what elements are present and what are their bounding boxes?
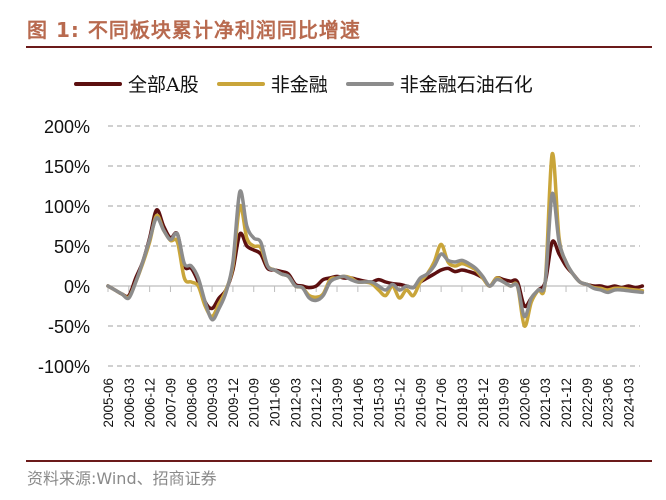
x-tick-label: 2015-03 [372, 378, 387, 428]
chart-legend: 全部A股 非金融 非金融石油石化 [74, 70, 551, 97]
x-tick-label: 2017-06 [434, 378, 449, 428]
x-tick-label: 2009-03 [205, 378, 220, 428]
y-tick-label: 50% [54, 237, 90, 257]
x-tick-label: 2020-06 [517, 378, 532, 428]
y-tick-label: 150% [44, 157, 90, 177]
x-tick-label: 2018-12 [476, 378, 491, 428]
x-tick-label: 2009-12 [226, 378, 241, 428]
x-tick-label: 2008-06 [184, 378, 199, 428]
legend-swatch-non-financial [216, 81, 265, 86]
x-tick-label: 2013-09 [330, 378, 345, 428]
source-note: 资料来源:Wind、招商证券 [27, 469, 217, 488]
x-tick-label: 2015-12 [392, 378, 407, 428]
y-tick-label: 200% [44, 117, 90, 137]
legend-label: 非金融 [270, 74, 328, 96]
x-tick-label: 2014-06 [351, 378, 366, 428]
x-tick-label: 2010-09 [247, 378, 262, 428]
y-tick-label: 100% [44, 197, 90, 217]
x-tick-label: 2023-06 [601, 378, 616, 428]
legend-swatch-all-a-shares [74, 81, 122, 86]
x-tick-label: 2022-09 [580, 378, 595, 428]
x-tick-label: 2024-03 [622, 378, 637, 428]
x-tick-label: 2011-06 [268, 378, 283, 427]
x-tick-label: 2021-12 [559, 378, 574, 428]
x-tick-label: 2016-09 [413, 378, 428, 428]
chart-title: 图 1: 不同板块累计净利润同比增速 [27, 18, 361, 42]
x-tick-label: 2006-12 [143, 378, 158, 428]
series-line-all-a-shares [106, 208, 645, 311]
x-axis: 2005-06 2006-03 2006-12 2007-09 2008-06 2009-… [101, 285, 640, 428]
series-line-non-financial [106, 152, 645, 328]
x-tick-label: 2021-03 [538, 378, 553, 428]
legend-label: 非金融石油石化 [399, 74, 533, 96]
y-tick-label: 0% [64, 277, 90, 297]
legend-label: 全部A股 [128, 74, 199, 96]
x-tick-label: 2019-09 [497, 378, 512, 428]
x-tick-label: 2012-12 [309, 378, 324, 428]
x-tick-label: 2018-03 [455, 378, 470, 428]
y-axis-labels: 200% 150% 100% 50% 0% -50% -100% [38, 117, 90, 377]
legend-item-all-a-shares: 全部A股 [74, 70, 199, 97]
x-tick-label: 2006-03 [122, 378, 137, 428]
x-tick-label: 2007-09 [163, 378, 178, 428]
data-lines [106, 152, 645, 328]
x-tick-label: 2005-06 [101, 378, 116, 428]
title-divider [26, 46, 652, 48]
footer-divider [26, 460, 652, 462]
y-tick-label: -100% [38, 357, 90, 377]
legend-item-non-financial-ex-petro: 非金融石油石化 [345, 70, 533, 97]
legend-item-non-financial: 非金融 [216, 70, 328, 97]
y-tick-label: -50% [48, 317, 90, 337]
x-tick-label: 2012-03 [288, 378, 303, 428]
series-line-non-financial-ex-petro [106, 189, 645, 322]
legend-swatch-non-financial-ex-petro [345, 81, 394, 86]
